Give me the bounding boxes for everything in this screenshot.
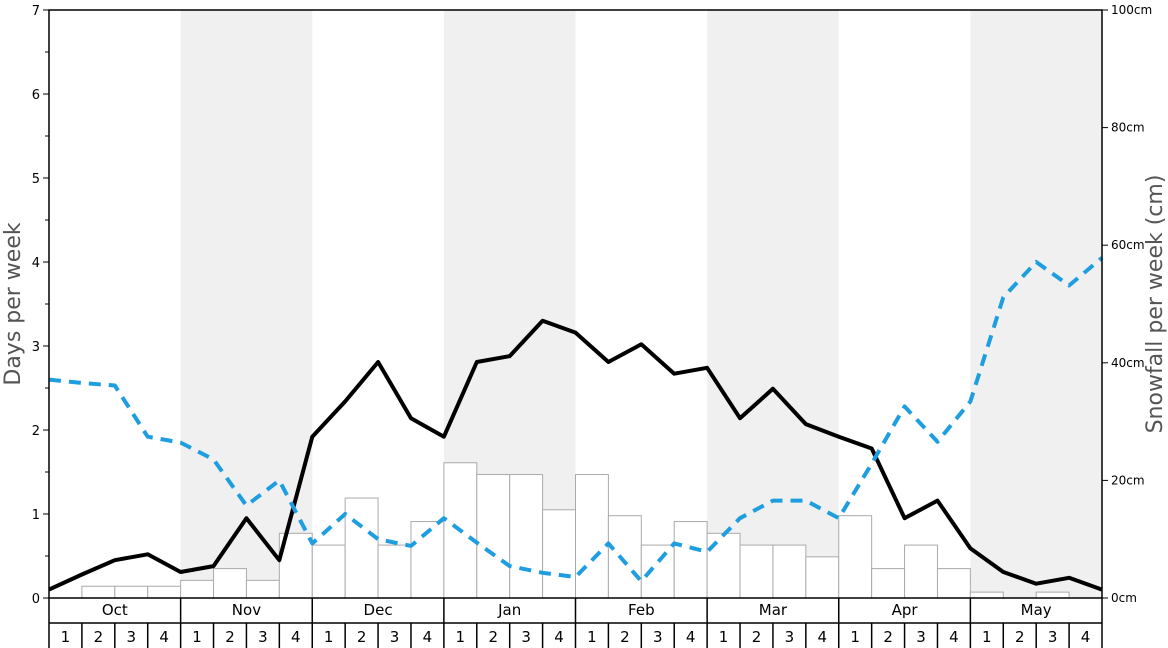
- snowfall-bar: [344, 497, 379, 599]
- week-label: 2: [94, 628, 104, 646]
- snowfall-bar: [1035, 591, 1070, 599]
- snowfall-bar: [476, 474, 511, 599]
- snowfall-bar: [739, 544, 774, 599]
- snowfall-bar: [673, 521, 708, 599]
- month-shading: [180, 10, 1102, 598]
- left-tick-label: 4: [32, 256, 40, 271]
- week-label: 2: [488, 628, 498, 646]
- week-label: 2: [1015, 628, 1025, 646]
- left-tick-label: 0: [32, 592, 40, 607]
- snowfall-bar: [114, 585, 149, 599]
- snowfall-bar: [213, 568, 247, 599]
- left-tick-label: 2: [32, 424, 40, 439]
- right-tick-label: 80cm: [1111, 121, 1145, 135]
- solid-series-line: [48, 318, 1103, 592]
- week-label: 1: [324, 628, 334, 646]
- snowfall-bar: [772, 544, 807, 599]
- left-tick-label: 3: [32, 340, 40, 355]
- right-axis: 0cm 20cm 40cm 60cm 80cm 100cm: [1102, 3, 1152, 605]
- week-label: 4: [554, 628, 564, 646]
- snowfall-bar: [936, 568, 971, 599]
- month-label: Apr: [892, 601, 919, 619]
- snowfall-bars: [81, 462, 1070, 599]
- snowfall-bar: [180, 579, 215, 599]
- right-tick-label: 100cm: [1111, 3, 1152, 17]
- week-label: 2: [752, 628, 762, 646]
- week-label: 2: [357, 628, 367, 646]
- right-axis-title: Snowfall per week (cm): [1143, 175, 1168, 434]
- week-label: 1: [61, 628, 71, 646]
- right-tick-label: 60cm: [1111, 238, 1145, 252]
- snowfall-bar: [805, 556, 840, 599]
- snowfall-bar: [377, 544, 412, 599]
- snowfall-bar: [575, 474, 609, 599]
- month-label: Mar: [759, 601, 788, 619]
- week-label: 3: [390, 628, 400, 646]
- snowfall-bar: [607, 515, 642, 599]
- left-tick-label: 6: [32, 88, 40, 103]
- week-label: 4: [818, 628, 828, 646]
- snowfall-bar: [838, 515, 873, 599]
- week-label: 1: [982, 628, 992, 646]
- snowfall-bar: [969, 591, 1004, 599]
- month-label: Nov: [232, 601, 261, 619]
- snowfall-bar: [311, 544, 346, 599]
- week-label: 3: [521, 628, 531, 646]
- month-shade: [180, 10, 313, 598]
- week-label: 2: [883, 628, 893, 646]
- month-label: Oct: [102, 601, 128, 619]
- left-tick-label: 1: [32, 508, 40, 523]
- week-label: 1: [719, 628, 729, 646]
- week-label: 3: [258, 628, 268, 646]
- snowfall-bar: [245, 579, 280, 599]
- month-week-axis: Oct 1 2 3 4 Nov 1 2 3 4 Dec 1 2 3 4 Jan 1 2 3 4 Feb 1 2 3 4 Mar 1 2…: [48, 598, 1103, 648]
- week-label: 2: [620, 628, 630, 646]
- week-label: 1: [850, 628, 860, 646]
- week-label: 4: [423, 628, 433, 646]
- week-label: 1: [192, 628, 202, 646]
- snowfall-bar: [871, 568, 906, 599]
- month-label: Jan: [497, 601, 521, 619]
- left-tick-label: 5: [32, 172, 40, 187]
- snowfall-bar: [904, 544, 938, 599]
- week-label: 3: [785, 628, 795, 646]
- week-label: 4: [1081, 628, 1091, 646]
- week-label: 3: [916, 628, 926, 646]
- month-label: Feb: [628, 601, 655, 619]
- week-label: 4: [949, 628, 959, 646]
- week-label: 3: [126, 628, 136, 646]
- left-axis: 0 1 2 3 4 5 6 7: [32, 4, 49, 607]
- snowfall-bar: [640, 544, 675, 599]
- week-label: 3: [1048, 628, 1058, 646]
- snowfall-bar: [706, 532, 741, 599]
- month-label: Dec: [364, 601, 393, 619]
- week-label: 3: [653, 628, 663, 646]
- snowfall-bar: [147, 585, 182, 599]
- series-lines: [48, 256, 1104, 592]
- right-tick-label: 0cm: [1111, 591, 1137, 605]
- week-label: 1: [587, 628, 597, 646]
- week-label: 4: [159, 628, 169, 646]
- right-tick-label: 40cm: [1111, 356, 1145, 370]
- left-tick-label: 7: [32, 4, 40, 19]
- snowfall-bar: [542, 509, 576, 599]
- week-label: 4: [291, 628, 301, 646]
- week-label: 1: [456, 628, 466, 646]
- week-label: 2: [225, 628, 235, 646]
- right-tick-label: 20cm: [1111, 473, 1145, 487]
- week-label: 4: [686, 628, 696, 646]
- left-axis-title: Days per week: [1, 222, 26, 385]
- snowfall-bar: [81, 585, 116, 599]
- month-shade: [970, 10, 1102, 598]
- snowfall-bar: [509, 474, 544, 599]
- month-label: May: [1021, 601, 1052, 619]
